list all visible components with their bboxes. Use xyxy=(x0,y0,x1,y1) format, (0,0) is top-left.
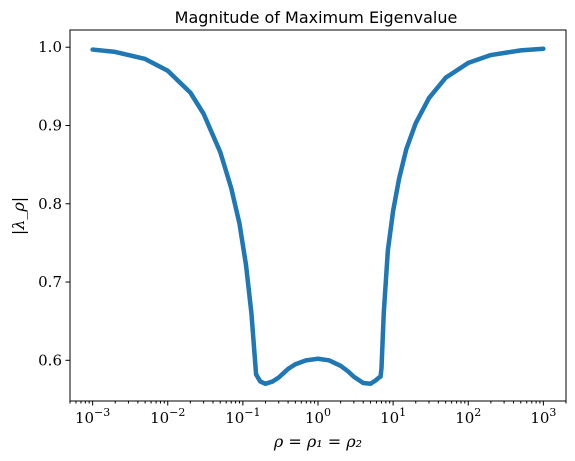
x-axis-label: ρ = ρ₁ = ρ₂ xyxy=(273,432,362,451)
x-axis-ticks: 10−3 10−2 10−1 100 101 102 103 xyxy=(69,401,567,427)
x-tick-label: 101 xyxy=(380,406,406,427)
y-axis-ticks: 0.6 0.7 0.8 0.9 1.0 xyxy=(38,38,70,369)
y-tick-label: 0.9 xyxy=(38,116,62,134)
x-tick-label: 102 xyxy=(455,406,481,427)
y-axis-label: |λ_ρ| xyxy=(9,197,28,235)
x-tick-label: 10−2 xyxy=(150,406,185,427)
y-tick-label: 0.6 xyxy=(38,351,62,369)
y-tick-label: 0.7 xyxy=(38,273,62,291)
y-tick-label: 0.8 xyxy=(38,195,62,213)
x-tick-label: 100 xyxy=(305,406,331,427)
plot-frame xyxy=(69,29,567,402)
series-line-0 xyxy=(90,46,546,387)
chart-title: Magnitude of Maximum Eigenvalue xyxy=(175,8,458,27)
x-tick-label: 103 xyxy=(530,406,556,427)
y-tick-label: 1.0 xyxy=(38,38,62,56)
x-tick-label: 10−3 xyxy=(75,406,110,427)
series-layer xyxy=(90,46,546,387)
x-tick-label: 10−1 xyxy=(225,406,260,427)
